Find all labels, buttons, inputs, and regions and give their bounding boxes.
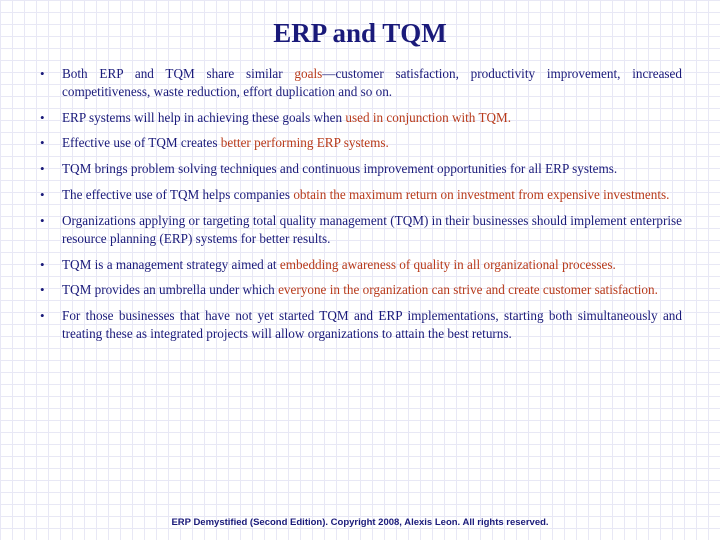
bullet-marker: •: [38, 186, 62, 204]
list-item: •TQM brings problem solving techniques a…: [38, 160, 682, 178]
bullet-text: For those businesses that have not yet s…: [62, 307, 682, 343]
bullet-marker: •: [38, 212, 62, 248]
list-item: •Both ERP and TQM share similar goals—cu…: [38, 65, 682, 101]
bullet-text: TQM provides an umbrella under which eve…: [62, 281, 682, 299]
body-text: Organizations applying or targeting tota…: [62, 213, 682, 246]
footer-copyright: ERP Demystified (Second Edition). Copyri…: [38, 517, 682, 528]
bullet-list: •Both ERP and TQM share similar goals—cu…: [38, 65, 682, 511]
list-item: •TQM is a management strategy aimed at e…: [38, 256, 682, 274]
emphasis-text: embedding awareness of quality in all or…: [280, 257, 616, 272]
list-item: •For those businesses that have not yet …: [38, 307, 682, 343]
bullet-marker: •: [38, 109, 62, 127]
list-item: •TQM provides an umbrella under which ev…: [38, 281, 682, 299]
bullet-marker: •: [38, 134, 62, 152]
body-text: Both ERP and TQM share similar: [62, 66, 294, 81]
bullet-text: The effective use of TQM helps companies…: [62, 186, 682, 204]
slide: ERP and TQM •Both ERP and TQM share simi…: [0, 0, 720, 540]
emphasis-text: everyone in the organization can strive …: [278, 282, 658, 297]
bullet-marker: •: [38, 307, 62, 343]
list-item: •ERP systems will help in achieving thes…: [38, 109, 682, 127]
emphasis-text: used in conjunction with TQM.: [345, 110, 511, 125]
list-item: •Organizations applying or targeting tot…: [38, 212, 682, 248]
emphasis-text: better performing ERP systems.: [221, 135, 389, 150]
bullet-marker: •: [38, 256, 62, 274]
emphasis-text: obtain the maximum return on investment …: [293, 187, 669, 202]
bullet-text: Both ERP and TQM share similar goals—cus…: [62, 65, 682, 101]
bullet-text: TQM is a management strategy aimed at em…: [62, 256, 682, 274]
list-item: • Effective use of TQM creates better pe…: [38, 134, 682, 152]
list-item: •The effective use of TQM helps companie…: [38, 186, 682, 204]
emphasis-text: goals: [294, 66, 322, 81]
body-text: The effective use of TQM helps companies: [62, 187, 293, 202]
bullet-marker: •: [38, 160, 62, 178]
bullet-text: Organizations applying or targeting tota…: [62, 212, 682, 248]
body-text: For those businesses that have not yet s…: [62, 308, 682, 341]
bullet-text: Effective use of TQM creates better perf…: [62, 134, 682, 152]
body-text: TQM provides an umbrella under which: [62, 282, 278, 297]
body-text: TQM is a management strategy aimed at: [62, 257, 280, 272]
page-title: ERP and TQM: [38, 18, 682, 49]
bullet-marker: •: [38, 65, 62, 101]
body-text: Effective use of TQM creates: [62, 135, 221, 150]
bullet-marker: •: [38, 281, 62, 299]
bullet-text: ERP systems will help in achieving these…: [62, 109, 682, 127]
body-text: ERP systems will help in achieving these…: [62, 110, 345, 125]
bullet-text: TQM brings problem solving techniques an…: [62, 160, 682, 178]
body-text: TQM brings problem solving techniques an…: [62, 161, 617, 176]
